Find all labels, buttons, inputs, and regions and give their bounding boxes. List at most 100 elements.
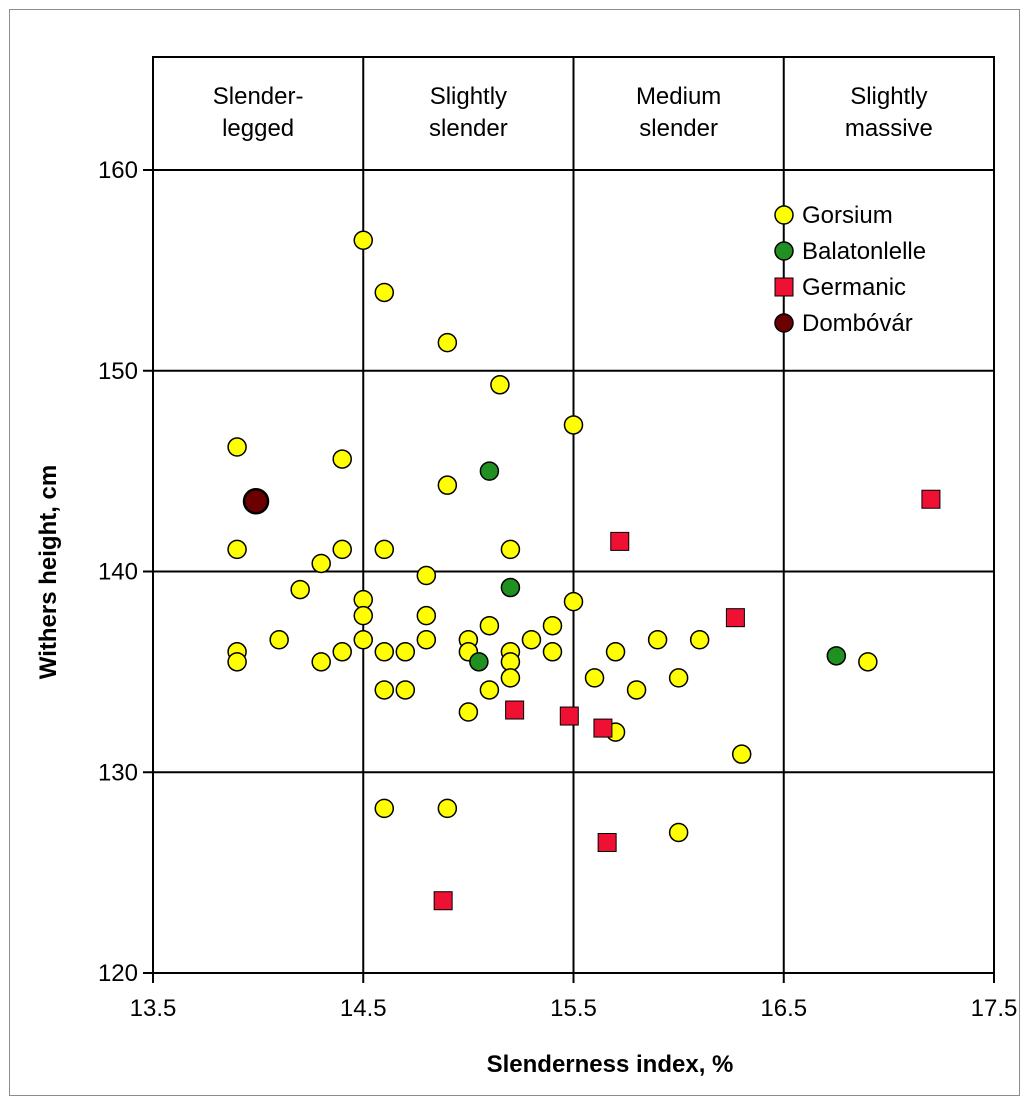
point-balatonlelle bbox=[500, 577, 521, 598]
point-gorsium bbox=[647, 630, 668, 650]
legend-label-balatonlelle: Balatonlelle bbox=[802, 238, 926, 265]
point-gorsium bbox=[332, 539, 352, 560]
x-tick-label: 13.5 bbox=[130, 995, 177, 1022]
point-gorsium bbox=[563, 591, 584, 612]
point-gorsium bbox=[353, 630, 373, 650]
point-gorsium bbox=[227, 437, 247, 457]
point-germanic bbox=[921, 489, 941, 509]
category-label-slender-legged-line2: legged bbox=[222, 115, 294, 142]
legend-item-germanic: Germanic bbox=[774, 274, 906, 301]
category-label-medium-slender-line1: Medium bbox=[636, 83, 721, 110]
x-tick-label: 14.5 bbox=[340, 995, 387, 1022]
point-gorsium bbox=[374, 642, 395, 662]
point-gorsium bbox=[689, 630, 710, 650]
point-gorsium bbox=[542, 615, 563, 636]
point-germanic bbox=[610, 531, 630, 551]
y-tick-labels: 120 130 140 150 160 bbox=[98, 157, 138, 987]
point-gorsium bbox=[500, 539, 521, 560]
point-balatonlelle bbox=[826, 646, 847, 666]
grid-lines bbox=[143, 56, 995, 983]
point-gorsium bbox=[227, 539, 247, 560]
point-gorsium bbox=[395, 680, 416, 700]
point-gorsium bbox=[311, 553, 331, 574]
point-gorsium bbox=[353, 589, 373, 610]
category-label-slender-legged-line1: Slender- bbox=[213, 83, 304, 110]
point-germanic bbox=[725, 608, 745, 628]
legend-item-balatonlelle: Balatonlelle bbox=[774, 238, 926, 265]
y-tick-label: 150 bbox=[98, 358, 138, 385]
point-gorsium bbox=[374, 798, 395, 819]
point-germanic bbox=[559, 706, 579, 726]
legend-marker-dombovar bbox=[774, 313, 794, 333]
y-axis-label: Withers height, cm bbox=[35, 465, 62, 679]
y-tick-label: 140 bbox=[98, 559, 138, 586]
legend-label-germanic: Germanic bbox=[802, 274, 906, 301]
point-gorsium bbox=[374, 680, 395, 700]
x-tick-label: 15.5 bbox=[550, 995, 597, 1022]
point-gorsium bbox=[290, 579, 310, 600]
point-gorsium bbox=[542, 642, 563, 662]
point-gorsium bbox=[521, 630, 542, 650]
x-tick-label: 16.5 bbox=[760, 995, 807, 1022]
y-tick-label: 160 bbox=[98, 157, 138, 184]
point-gorsium bbox=[479, 615, 500, 636]
point-gorsium bbox=[563, 415, 584, 435]
point-gorsium bbox=[332, 449, 352, 469]
legend-item-dombovar: Dombóvár bbox=[774, 310, 913, 337]
point-gorsium bbox=[374, 282, 395, 303]
point-gorsium bbox=[437, 332, 458, 353]
legend-marker-balatonlelle bbox=[774, 241, 794, 261]
data-points bbox=[227, 230, 941, 911]
figure-frame bbox=[9, 9, 1020, 1096]
category-label-slightly-slender-line2: slender bbox=[429, 115, 508, 142]
point-gorsium bbox=[416, 630, 437, 650]
point-gorsium bbox=[269, 630, 289, 650]
point-gorsium bbox=[490, 375, 510, 395]
category-label-slightly-massive-line1: Slightly bbox=[850, 83, 927, 110]
category-label-slightly-slender-line1: Slightly bbox=[430, 83, 507, 110]
y-tick-label: 130 bbox=[98, 759, 138, 786]
category-label-medium-slender-line2: slender bbox=[639, 115, 718, 142]
point-gorsium bbox=[332, 642, 352, 662]
y-tick-label: 120 bbox=[98, 960, 138, 987]
point-gorsium bbox=[416, 605, 437, 626]
point-gorsium bbox=[311, 652, 331, 672]
point-germanic bbox=[593, 718, 613, 738]
category-labels: Slender- legged Slightly slender Medium … bbox=[213, 83, 933, 142]
point-gorsium bbox=[479, 680, 500, 700]
point-gorsium bbox=[353, 605, 373, 626]
point-gorsium bbox=[731, 744, 752, 764]
legend-label-gorsium: Gorsium bbox=[802, 202, 893, 229]
legend: Gorsium Balatonlelle Germanic Dombóvár bbox=[774, 202, 926, 337]
point-gorsium bbox=[353, 230, 373, 251]
point-gorsium bbox=[605, 642, 626, 662]
point-gorsium bbox=[395, 642, 416, 662]
point-gorsium bbox=[227, 652, 247, 672]
legend-label-dombovar: Dombóvár bbox=[802, 310, 913, 337]
point-gorsium bbox=[416, 565, 437, 586]
point-gorsium bbox=[584, 668, 605, 688]
point-gorsium bbox=[668, 822, 689, 843]
point-domb-v-r bbox=[242, 487, 270, 515]
x-tick-labels: 13.5 14.5 15.5 16.5 17.5 bbox=[130, 995, 1018, 1022]
point-balatonlelle bbox=[479, 461, 500, 481]
point-gorsium bbox=[500, 668, 521, 688]
point-balatonlelle bbox=[469, 652, 489, 672]
point-gorsium bbox=[500, 652, 521, 672]
category-label-slightly-massive-line2: massive bbox=[845, 115, 933, 142]
legend-marker-gorsium bbox=[774, 205, 794, 225]
point-gorsium bbox=[458, 702, 479, 722]
point-germanic bbox=[433, 891, 453, 911]
legend-marker-germanic bbox=[774, 277, 794, 297]
point-germanic bbox=[597, 833, 617, 853]
x-axis-label: Slenderness index, % bbox=[487, 1051, 734, 1078]
legend-item-gorsium: Gorsium bbox=[774, 202, 893, 229]
point-gorsium bbox=[437, 475, 458, 495]
point-germanic bbox=[505, 700, 525, 720]
point-gorsium bbox=[858, 652, 878, 672]
x-tick-label: 17.5 bbox=[971, 995, 1018, 1022]
point-gorsium bbox=[374, 539, 395, 560]
point-gorsium bbox=[626, 680, 647, 700]
point-gorsium bbox=[668, 668, 689, 688]
